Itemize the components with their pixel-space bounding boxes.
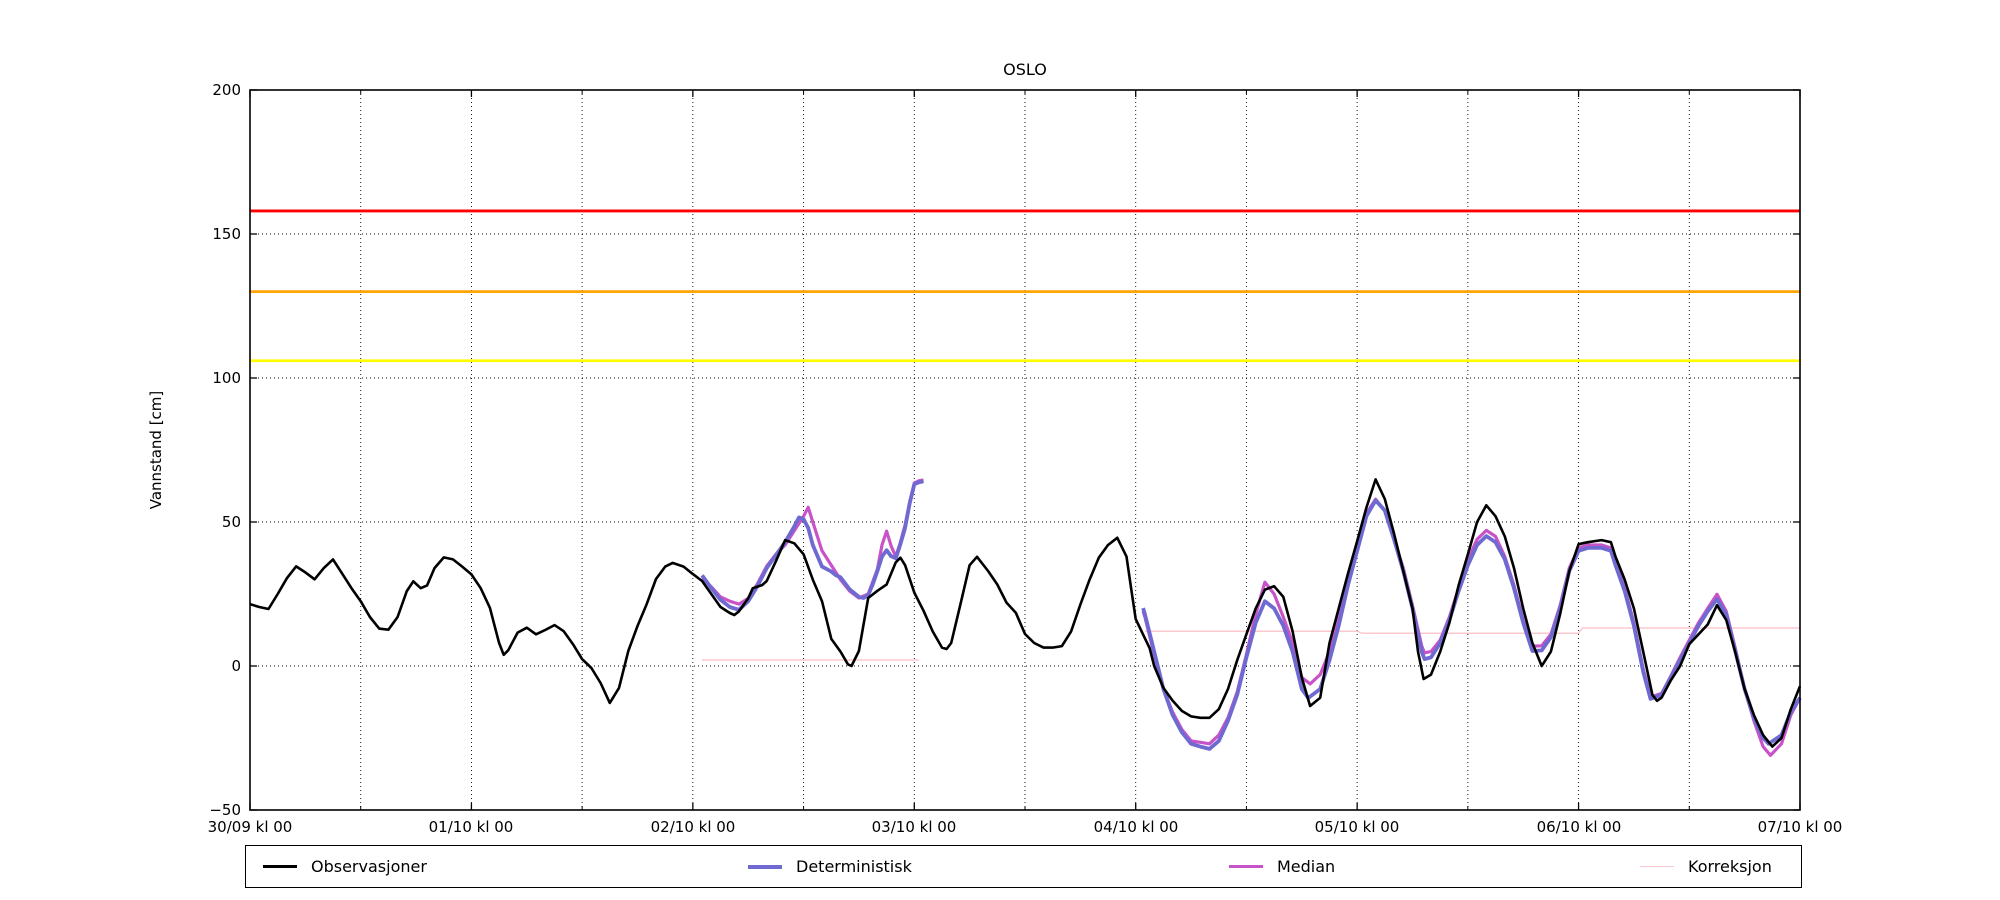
legend-item-korreksjon: Korreksjon: [1640, 846, 1772, 887]
plot-border: [249, 89, 1801, 811]
series-observasjoner: [249, 478, 1802, 748]
legend-label: Median: [1277, 857, 1336, 876]
x-tick-label: 04/10 kl 00: [1093, 818, 1179, 836]
legend-item-deterministisk: Deterministisk: [748, 846, 912, 887]
x-tick-label: 30/09 kl 00: [207, 818, 293, 836]
x-tick-label: 05/10 kl 00: [1314, 818, 1400, 836]
y-tick-label: 150: [212, 225, 241, 243]
series-korreksjon: [702, 627, 1800, 661]
x-tick-label: 01/10 kl 00: [428, 818, 514, 836]
legend-label: Observasjoner: [311, 857, 427, 876]
legend-item-observasjoner: Observasjoner: [263, 846, 427, 887]
gridlines: [250, 90, 1800, 810]
legend: Observasjoner Deterministisk Median Korr…: [245, 845, 1802, 888]
alert-threshold-lines: [250, 209, 1800, 363]
chart-title: OSLO: [1003, 60, 1047, 79]
median-line-sample: [1229, 864, 1263, 869]
observasjoner-line-sample: [263, 865, 297, 868]
x-tick-label: 03/10 kl 00: [871, 818, 957, 836]
x-tick-label: 07/10 kl 00: [1757, 818, 1843, 836]
korreksjon-line-sample: [1640, 865, 1674, 868]
y-tick-label: 0: [231, 657, 241, 675]
legend-label: Deterministisk: [796, 857, 912, 876]
deterministisk-line-sample: [748, 864, 782, 869]
y-tick-label: 200: [212, 81, 241, 99]
y-tick-label: 100: [212, 369, 241, 387]
x-tick-label: 02/10 kl 00: [650, 818, 736, 836]
y-tick-label: −50: [209, 801, 241, 819]
x-tick-label: 06/10 kl 00: [1536, 818, 1622, 836]
y-tick-label: 50: [221, 513, 241, 531]
legend-item-median: Median: [1229, 846, 1335, 887]
legend-label: Korreksjon: [1688, 857, 1772, 876]
